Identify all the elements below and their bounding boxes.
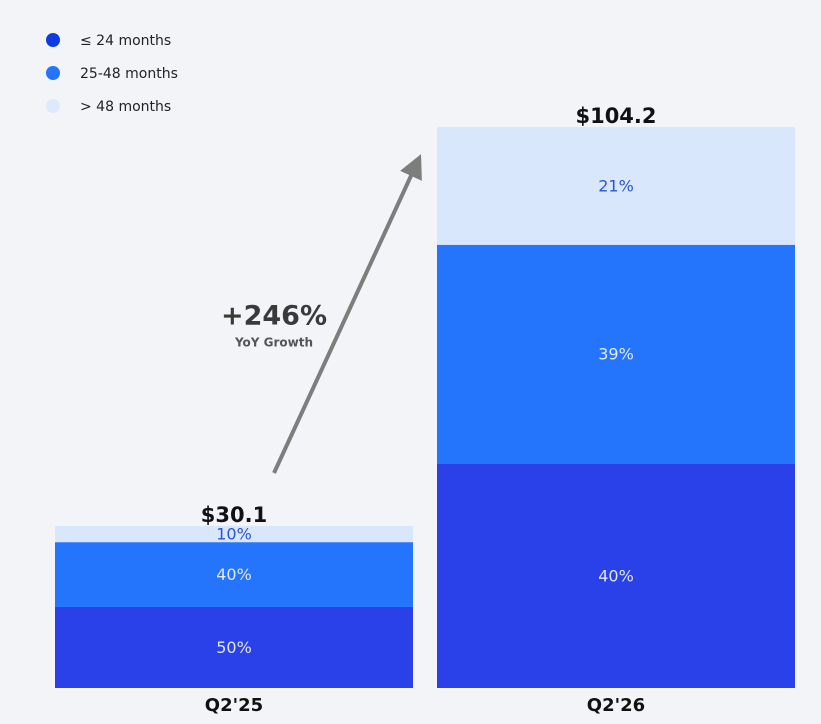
legend-dot — [46, 99, 60, 113]
bar-segment — [437, 127, 795, 245]
x-tick-label: Q2'25 — [205, 695, 263, 716]
legend-label: ≤ 24 months — [80, 33, 171, 49]
legend-label: 25-48 months — [80, 66, 178, 82]
growth-text: YoY Growth — [234, 336, 313, 350]
total-label: $104.2 — [575, 104, 656, 128]
bar-segment — [437, 244, 795, 464]
segment-label: 39% — [598, 345, 634, 364]
bar-segment — [55, 542, 413, 607]
x-tick-label: Q2'26 — [587, 695, 645, 716]
bar-segment — [55, 525, 413, 543]
segment-label: 50% — [216, 638, 252, 657]
growth-arrow — [272, 154, 422, 474]
legend-dot — [46, 66, 60, 80]
segment-label: 21% — [598, 176, 634, 195]
total-label: $30.1 — [201, 503, 267, 527]
segment-label: 10% — [216, 525, 252, 544]
segment-label: 40% — [598, 566, 634, 585]
bar-segment — [437, 463, 795, 688]
growth-value: +246% — [221, 301, 327, 332]
segment-label: 40% — [216, 565, 252, 584]
legend-dot — [46, 33, 60, 47]
legend-label: > 48 months — [80, 99, 171, 115]
bar-segment — [55, 606, 413, 688]
